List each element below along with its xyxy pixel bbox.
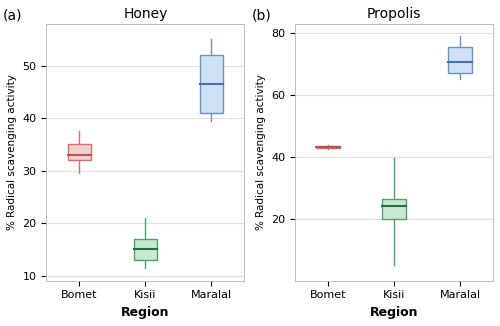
X-axis label: Region: Region — [121, 306, 170, 319]
Bar — [316, 146, 340, 148]
Bar — [382, 199, 406, 219]
Text: (b): (b) — [252, 8, 271, 22]
Y-axis label: % Radical scavenging activity: % Radical scavenging activity — [7, 74, 17, 230]
Bar — [448, 47, 471, 73]
Bar — [200, 55, 223, 113]
Bar — [68, 144, 91, 160]
X-axis label: Region: Region — [370, 306, 418, 319]
Bar — [134, 239, 157, 260]
Title: Propolis: Propolis — [367, 7, 421, 21]
Y-axis label: % Radical scavenging activity: % Radical scavenging activity — [256, 74, 266, 230]
Title: Honey: Honey — [123, 7, 168, 21]
Text: (a): (a) — [3, 8, 22, 22]
